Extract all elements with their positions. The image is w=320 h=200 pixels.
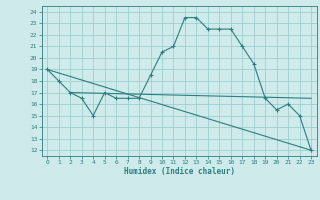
X-axis label: Humidex (Indice chaleur): Humidex (Indice chaleur) [124,167,235,176]
